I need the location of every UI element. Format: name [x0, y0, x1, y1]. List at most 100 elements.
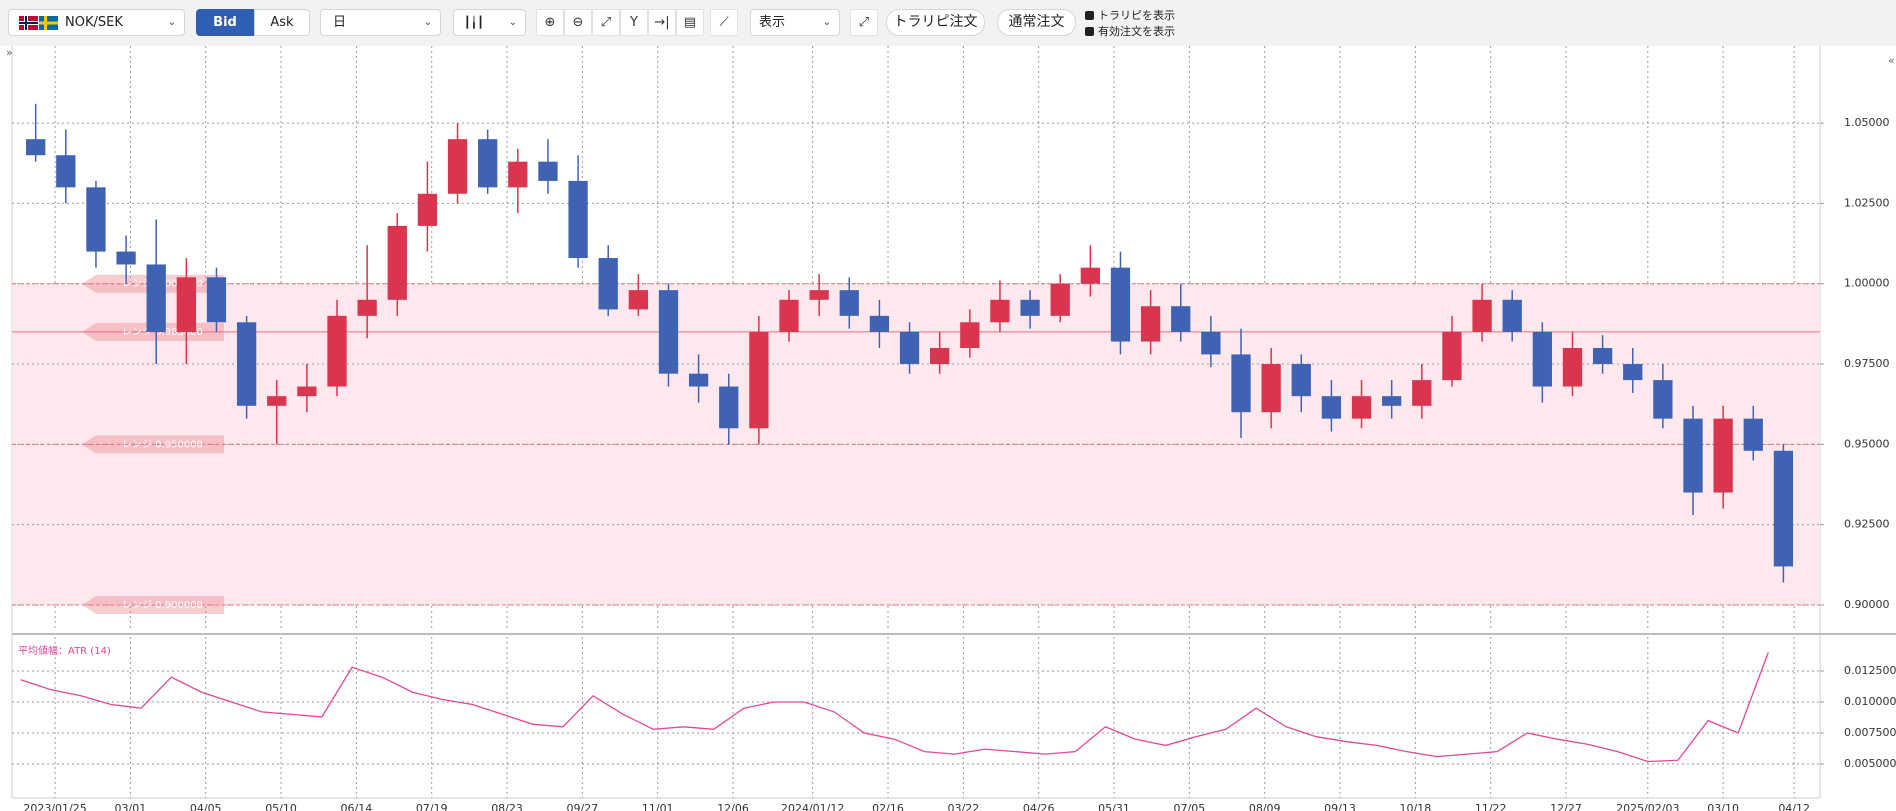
checkbox[interactable]: トラリピを表示 — [1085, 7, 1175, 23]
y-tick-label: 1.05000 — [1844, 116, 1890, 129]
x-tick-label: 2024/01/12 — [781, 802, 844, 811]
x-tick-label: 08/09 — [1249, 802, 1281, 811]
price-lock[interactable]: Y — [620, 9, 648, 36]
candle-body — [719, 386, 739, 429]
collapse-left[interactable]: » — [6, 46, 13, 59]
x-tick-label: 03/10 — [1707, 802, 1739, 811]
x-tick-label: 04/12 — [1778, 802, 1810, 811]
candle-body — [206, 277, 227, 323]
candle-body — [990, 299, 1010, 323]
indicator-title: 平均値幅：ATR (14) — [18, 644, 111, 657]
candle-body — [1562, 347, 1583, 387]
checkbox[interactable]: 有効注文を表示 — [1085, 23, 1175, 39]
candle-body — [447, 139, 468, 194]
candle-body — [1743, 418, 1763, 451]
toolbar: NOK/SEK ⌄ Bid Ask 日 ⌄ ┃╽┃ ⌄ ⊕ ⊖ ⤢ Y →| ▤ ⟋… — [0, 0, 1896, 46]
y-tick-label: 0.95000 — [1844, 437, 1890, 450]
candle-body — [1623, 364, 1643, 381]
candle-body — [1110, 267, 1131, 342]
fullscreen[interactable]: ⤢ — [850, 9, 878, 36]
jump-latest[interactable]: →| — [648, 9, 676, 36]
x-tick-label: 03/22 — [948, 802, 980, 811]
candle-body — [327, 315, 347, 387]
candle-body — [1502, 299, 1522, 332]
x-tick-label: 03/01 — [115, 802, 147, 811]
x-tick-label: 09/27 — [567, 802, 599, 811]
y-tick-label: 1.00000 — [1844, 277, 1890, 290]
y-tick-label: 0.90000 — [1844, 598, 1890, 611]
candle-body — [1653, 380, 1673, 419]
candle-body — [1382, 396, 1402, 406]
ask-button[interactable]: Ask — [254, 9, 310, 36]
candle-body — [869, 315, 890, 332]
zoom-in[interactable]: ⊕ — [536, 9, 564, 36]
flags — [19, 16, 58, 30]
x-tick-label: 05/31 — [1098, 802, 1130, 811]
x-tick-label: 12/27 — [1550, 802, 1582, 811]
x-tick-label: 2025/02/03 — [1616, 802, 1679, 811]
candle-body — [628, 290, 648, 310]
candle-body — [1592, 347, 1613, 365]
bid-button[interactable]: Bid — [196, 9, 254, 36]
trap-order-button[interactable]: トラリピ注文 — [886, 9, 985, 36]
collapse-right[interactable]: « — [1888, 54, 1895, 67]
chart-type-select[interactable]: ┃╽┃ ⌄ — [453, 9, 526, 36]
candle-body — [1472, 299, 1492, 332]
range-tag — [82, 595, 224, 614]
candle-body — [1412, 380, 1432, 406]
x-tick-label: 11/01 — [642, 802, 674, 811]
x-tick-label: 10/18 — [1400, 802, 1432, 811]
zoom-out[interactable]: ⊖ — [564, 9, 592, 36]
x-tick-label: 04/26 — [1023, 802, 1055, 811]
candle-body — [899, 331, 920, 365]
pair-select[interactable]: NOK/SEK ⌄ — [8, 9, 185, 36]
x-tick-label: 05/10 — [265, 802, 297, 811]
candle-body — [1351, 396, 1372, 419]
x-tick-label: 11/22 — [1475, 802, 1507, 811]
candle-body — [1291, 364, 1311, 397]
candle-body — [658, 290, 679, 374]
period-select[interactable]: 日 ⌄ — [320, 9, 441, 36]
order-button[interactable]: 通常注文 — [997, 9, 1076, 36]
candle-body — [267, 396, 287, 406]
range-label: レンジ 0.900000 — [122, 600, 203, 611]
candle-body — [1713, 418, 1733, 493]
y-tick-label: 0.97500 — [1844, 357, 1890, 370]
candle-body — [839, 290, 859, 316]
candle-body — [116, 251, 136, 265]
x-tick-label: 02/16 — [872, 802, 904, 811]
candle-body — [56, 155, 76, 188]
candle-icon: ┃╽┃ — [464, 16, 484, 29]
candle-body — [1321, 396, 1342, 419]
period-label: 日 — [333, 15, 347, 30]
indicator[interactable]: ⟋ — [710, 9, 738, 36]
x-tick-label: 04/05 — [190, 802, 222, 811]
candle-body — [1683, 418, 1703, 493]
report[interactable]: ▤ — [676, 9, 704, 36]
candle-body — [478, 139, 498, 188]
candle-body — [598, 258, 618, 310]
candle-body — [930, 347, 950, 365]
candle-body — [417, 193, 438, 226]
candle-body — [1140, 306, 1161, 342]
range-label: レンジ 0.985000 — [122, 327, 203, 338]
checkbox-label: トラリピを表示 — [1098, 9, 1175, 22]
candle-body — [960, 322, 980, 348]
fit[interactable]: ⤢ — [592, 9, 620, 36]
candle-body — [26, 139, 46, 156]
display-select[interactable]: 表示 ⌄ — [750, 9, 840, 36]
candle-body — [1231, 354, 1251, 413]
candle-body — [297, 386, 317, 397]
candle-body — [357, 299, 377, 316]
candle-body — [1442, 331, 1462, 381]
checkbox-label: 有効注文を表示 — [1098, 25, 1175, 38]
y-tick-label: 0.92500 — [1844, 518, 1890, 531]
x-tick-label: 2023/01/25 — [23, 802, 86, 811]
candle-body — [1261, 364, 1281, 413]
candle-body — [1080, 267, 1100, 284]
candle-body — [568, 180, 588, 259]
candle-body — [1201, 331, 1221, 355]
